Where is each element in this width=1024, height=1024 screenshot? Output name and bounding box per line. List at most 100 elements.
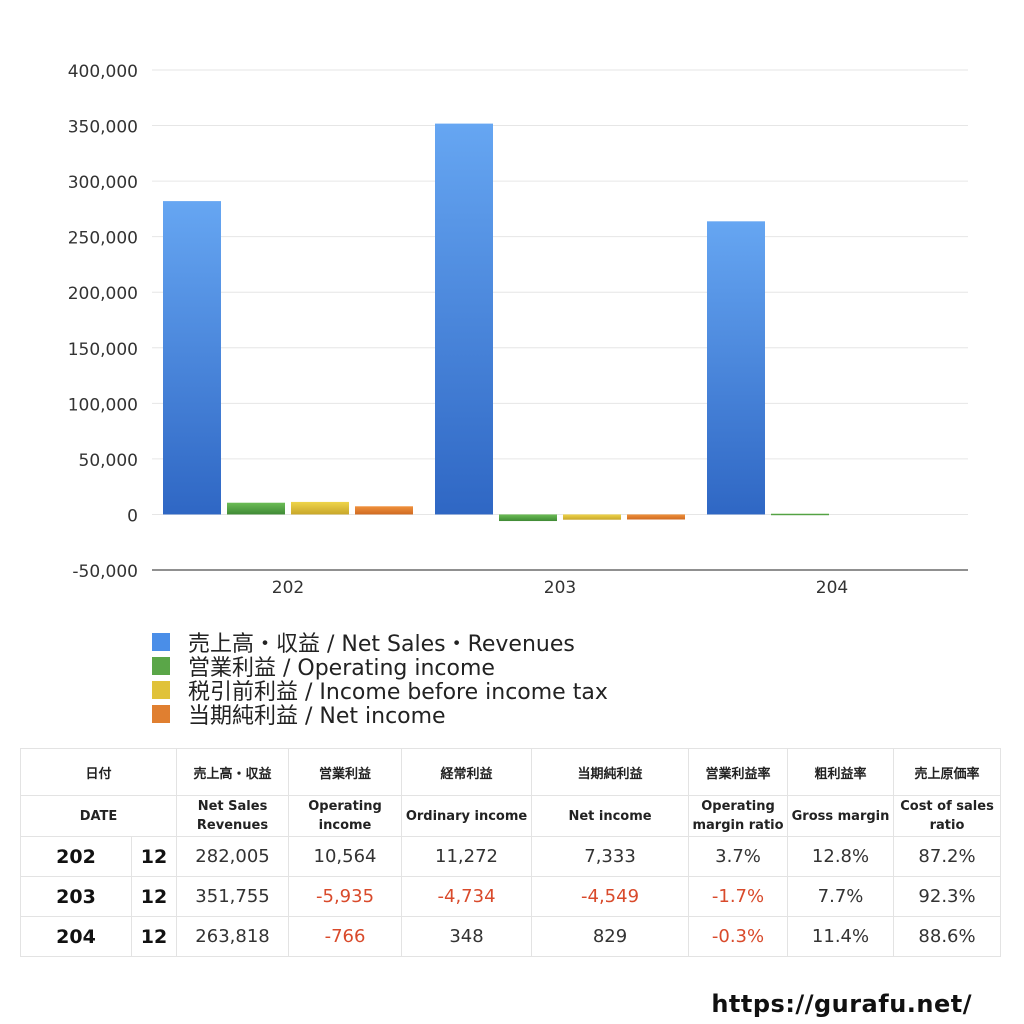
column-header-en: Operating margin ratio xyxy=(688,795,789,837)
table-row: 203 12 351,755 -5,935 -4,734 -4,549 -1.7% 7.7% 9… xyxy=(20,876,1002,917)
legend-swatch xyxy=(152,657,170,675)
y-tick-label: 350,000 xyxy=(68,118,138,138)
header-line: Revenues xyxy=(196,818,269,833)
header-line: Gross margin xyxy=(791,808,890,824)
header-line: Cost of sales xyxy=(900,799,994,814)
legend-label: 売上高・収益 / Net Sales・Revenues xyxy=(188,632,575,657)
value-cell: 11,272 xyxy=(401,836,533,877)
bar-4-202 xyxy=(355,506,413,515)
y-tick-label: 250,000 xyxy=(68,229,138,249)
header-line: income xyxy=(318,818,372,833)
bar-2-204 xyxy=(771,513,829,516)
header-line: Operating xyxy=(701,799,775,814)
column-header-en: Cost of sales ratio xyxy=(893,795,1002,837)
header-line: Net income xyxy=(568,808,652,824)
value-cell: 7.7% xyxy=(787,876,895,917)
y-tick-label: -50,000 xyxy=(72,562,138,582)
value-cell: 12.8% xyxy=(787,836,895,877)
x-axis-ticks: 202 203 204 xyxy=(272,578,848,598)
month-cell: 12 xyxy=(130,916,178,957)
value-cell: 829 xyxy=(531,916,690,957)
table-row: 204 12 263,818 -766 348 829 -0.3% 11.4% 88.6% xyxy=(20,916,1002,957)
column-header-jp: 営業利益 xyxy=(288,748,403,796)
value-cell: -1.7% xyxy=(688,876,789,917)
bar-2-203 xyxy=(499,514,557,522)
month-cell: 12 xyxy=(130,836,178,877)
legend-label: 税引前利益 / Income before income tax xyxy=(188,680,608,705)
column-header-jp: 売上原価率 xyxy=(893,748,1002,796)
legend-item: 税引前利益 / Income before income tax xyxy=(152,678,608,705)
y-tick-label: 0 xyxy=(127,506,138,526)
legend-item: 売上高・収益 / Net Sales・Revenues xyxy=(152,630,608,657)
column-header-en: Net Sales Revenues xyxy=(176,795,290,837)
value-cell: -766 xyxy=(288,916,403,957)
column-header-jp: 営業利益率 xyxy=(688,748,789,796)
gridlines xyxy=(152,69,968,515)
value-cell: 348 xyxy=(401,916,533,957)
legend-swatch xyxy=(152,705,170,723)
value-cell: 263,818 xyxy=(176,916,290,957)
value-cell: -4,549 xyxy=(531,876,690,917)
bars xyxy=(163,123,829,522)
y-tick-label: 300,000 xyxy=(68,173,138,193)
header-line: Ordinary income xyxy=(405,808,528,824)
header-line: Operating xyxy=(308,799,382,814)
value-cell: 282,005 xyxy=(176,836,290,877)
header-line: Net Sales xyxy=(197,799,268,814)
value-cell: 87.2% xyxy=(893,836,1002,877)
column-header-en: Ordinary income xyxy=(401,795,533,837)
value-cell: 7,333 xyxy=(531,836,690,877)
month-cell: 12 xyxy=(130,876,178,917)
y-tick-label: 150,000 xyxy=(68,340,138,360)
bar-2-202 xyxy=(227,502,285,515)
legend-item: 営業利益 / Operating income xyxy=(152,654,608,681)
value-cell: 92.3% xyxy=(893,876,1002,917)
bar-1-203 xyxy=(435,123,493,515)
column-header-jp: 日付 xyxy=(19,748,178,796)
y-tick-label: 200,000 xyxy=(68,284,138,304)
legend-label: 当期純利益 / Net income xyxy=(188,704,446,729)
bar-chart: 400,000 350,000 300,000 250,000 200,000 150,0… xyxy=(68,62,968,598)
bar-1-204 xyxy=(707,221,765,515)
table-row: 202 12 282,005 10,564 11,272 7,333 3.7% 12.8% 87… xyxy=(20,836,1002,877)
value-cell: -5,935 xyxy=(288,876,403,917)
column-header-en: Gross margin xyxy=(787,795,895,837)
column-header-jp: 当期純利益 xyxy=(531,748,690,796)
x-tick-label: 203 xyxy=(544,578,576,598)
financial-table: 日付 売上高・収益 営業利益 経常利益 当期純利益 営業利益率 粗利益率 売上原価率 DATE N… xyxy=(19,748,1002,957)
bar-1-202 xyxy=(163,201,221,515)
bar-4-203 xyxy=(627,514,685,520)
date-cell: 204 xyxy=(20,916,132,957)
header-row-jp: 日付 売上高・収益 営業利益 経常利益 当期純利益 営業利益率 粗利益率 売上原価率 xyxy=(19,748,1002,796)
value-cell: 10,564 xyxy=(288,836,403,877)
header-line: ratio xyxy=(929,818,965,833)
source-url[interactable]: https://gurafu.net/ xyxy=(711,990,972,1018)
column-header-jp: 経常利益 xyxy=(401,748,533,796)
y-axis-ticks: 400,000 350,000 300,000 250,000 200,000 150,0… xyxy=(68,62,138,582)
y-tick-label: 50,000 xyxy=(79,451,138,471)
value-cell: 351,755 xyxy=(176,876,290,917)
value-cell: 88.6% xyxy=(893,916,1002,957)
bar-3-203 xyxy=(563,514,621,520)
value-cell: -4,734 xyxy=(401,876,533,917)
legend-swatch xyxy=(152,681,170,699)
legend-swatch xyxy=(152,633,170,651)
column-header-jp: 売上高・収益 xyxy=(176,748,290,796)
date-cell: 203 xyxy=(20,876,132,917)
x-tick-label: 202 xyxy=(272,578,304,598)
bar-3-202 xyxy=(291,501,349,515)
date-cell: 202 xyxy=(20,836,132,877)
y-tick-label: 100,000 xyxy=(68,395,138,415)
column-header-en: Net income xyxy=(531,795,690,837)
header-line: DATE xyxy=(79,808,118,824)
value-cell: 11.4% xyxy=(787,916,895,957)
header-row-en: DATE Net Sales Revenues Operating income Ordi… xyxy=(19,795,1002,837)
x-tick-label: 204 xyxy=(816,578,848,598)
header-line: margin ratio xyxy=(692,818,784,833)
column-header-jp: 粗利益率 xyxy=(787,748,895,796)
y-tick-label: 400,000 xyxy=(68,62,138,82)
column-header-en: Operating income xyxy=(288,795,403,837)
legend-label: 営業利益 / Operating income xyxy=(188,656,495,681)
column-header-en: DATE xyxy=(19,795,178,837)
value-cell: -0.3% xyxy=(688,916,789,957)
